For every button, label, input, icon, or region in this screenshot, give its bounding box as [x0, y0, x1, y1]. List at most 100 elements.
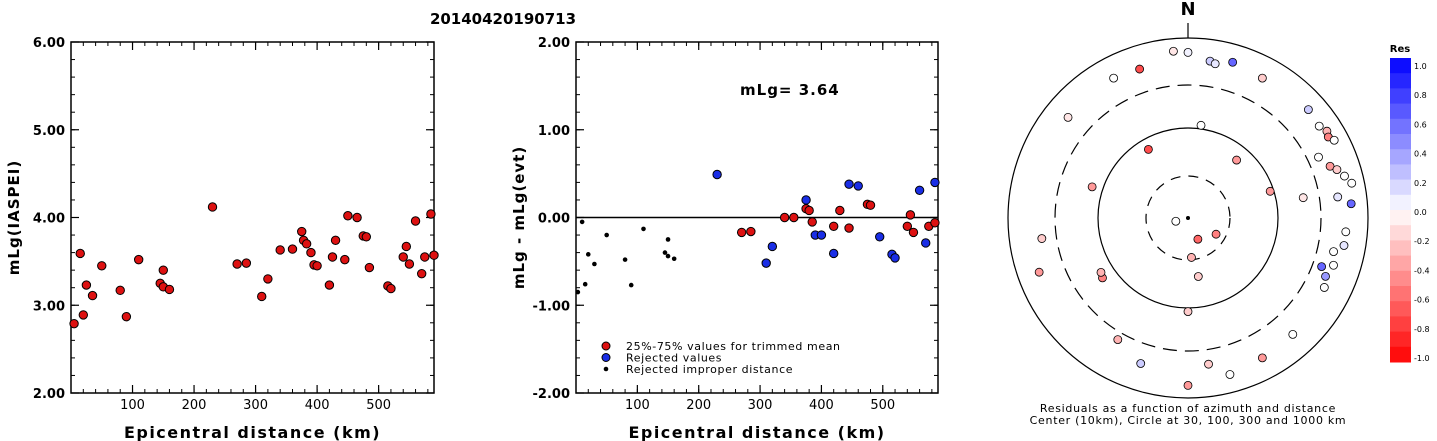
mlg-annotation: mLg= 3.64	[740, 81, 840, 99]
legend-label: 25%-75% values for trimmed mean	[626, 340, 841, 353]
data-point	[69, 318, 79, 329]
residual-point	[1228, 57, 1238, 67]
residual-point	[1063, 112, 1073, 122]
residual-point	[1329, 260, 1338, 270]
residual-point	[1257, 73, 1267, 83]
colorbar-title: Res	[1390, 44, 1410, 55]
colorbar-segment	[1390, 331, 1411, 348]
data-point	[582, 281, 588, 287]
data-point	[902, 221, 913, 231]
data-point	[767, 241, 778, 252]
residual-point	[1034, 267, 1044, 277]
data-point	[352, 212, 362, 223]
data-point	[779, 212, 790, 223]
residual-point	[1187, 253, 1196, 262]
residual-point	[1288, 329, 1298, 339]
x-tick-label: 500	[366, 398, 391, 413]
residual-point	[1329, 247, 1338, 257]
y-tick-label: 2.00	[33, 387, 65, 402]
colorbar-segment	[1390, 194, 1411, 211]
residual-point	[1210, 59, 1220, 69]
data-point	[575, 289, 581, 295]
y-axis-label: mLg - mLg(evt)	[510, 146, 528, 289]
colorbar-segment	[1390, 134, 1411, 150]
colorbar-tick-label: -0.4	[1414, 266, 1430, 275]
residual-point	[1347, 178, 1357, 188]
data-point	[398, 252, 408, 262]
residual-colorbar: Res 1.0 0.8 0.6 0.4 0.2 0.0 -0.2 -0.4 -0.6 -0.8 -1.…	[1390, 44, 1430, 363]
residual-point	[1340, 171, 1349, 181]
data-point	[324, 280, 335, 290]
colorbar-segment	[1390, 301, 1411, 317]
residual-point	[1169, 46, 1178, 56]
data-point	[914, 185, 925, 195]
data-point	[263, 274, 273, 284]
colorbar-segment	[1390, 58, 1411, 74]
x-tick-label: 200	[182, 398, 207, 413]
residual-point	[1333, 192, 1343, 202]
center-point	[1186, 216, 1190, 220]
x-tick-label: 300	[243, 398, 268, 413]
data-point	[865, 200, 876, 210]
data-point	[592, 261, 597, 267]
residual-point	[1113, 335, 1123, 344]
ring-30km	[1145, 175, 1231, 261]
data-point	[301, 239, 312, 249]
x-tick-label: 400	[809, 398, 834, 413]
data-point	[275, 245, 285, 255]
data-point	[364, 262, 375, 273]
residual-point	[1339, 241, 1349, 250]
data-point	[807, 217, 817, 227]
data-point	[890, 253, 900, 263]
data-point	[257, 291, 267, 302]
colorbar-segment	[1390, 270, 1411, 287]
data-point	[410, 216, 421, 226]
y-tick-label: 5.00	[33, 124, 65, 139]
residual-point	[1193, 234, 1203, 244]
y-tick-label: 1.00	[538, 124, 570, 139]
colorbar-tick-label: 0.4	[1414, 150, 1427, 159]
data-point	[816, 230, 827, 240]
data-point	[671, 256, 677, 262]
colorbar-segment	[1390, 255, 1411, 272]
data-point	[327, 252, 338, 262]
data-point	[746, 226, 756, 237]
data-point	[75, 248, 85, 259]
data-point	[853, 181, 863, 191]
residual-point	[1196, 120, 1206, 130]
colorbar-segment	[1390, 210, 1411, 226]
residual-point	[1193, 272, 1203, 281]
colorbar-segment	[1390, 88, 1411, 105]
data-point	[361, 232, 372, 242]
y-tick-label: 2.00	[538, 36, 570, 51]
y-tick-label: -1.00	[533, 299, 570, 314]
data-point	[579, 219, 585, 225]
data-point	[930, 218, 940, 228]
data-point	[97, 261, 107, 271]
data-point	[164, 284, 175, 295]
ring-300km	[1054, 84, 1322, 352]
data-point	[232, 259, 242, 269]
colorbar-tick-label: -0.6	[1414, 296, 1430, 305]
residual-point	[1204, 359, 1213, 369]
plot-frame	[70, 41, 435, 394]
y-tick-label: 4.00	[33, 212, 65, 227]
data-point	[641, 226, 646, 232]
colorbar-segment	[1390, 316, 1411, 333]
colorbar-tick-label: 0.0	[1414, 208, 1427, 217]
residual-point	[1321, 271, 1330, 281]
x-tick-label: 100	[625, 398, 650, 413]
data-point	[789, 212, 799, 223]
x-tick-label: 300	[748, 398, 773, 413]
colorbar-segment	[1390, 118, 1411, 135]
residual-point	[1087, 182, 1097, 192]
residual-point	[1135, 64, 1145, 74]
y-tick-label: 0.00	[538, 212, 570, 227]
data-point	[930, 177, 940, 188]
event-id-title: 20140420190713	[430, 10, 576, 28]
colorbar-segment	[1390, 179, 1411, 196]
x-axis-label: Epicentral distance (km)	[628, 423, 885, 441]
colorbar-tick-label: -0.8	[1414, 325, 1430, 334]
data-point	[115, 285, 125, 296]
residual-point	[1346, 199, 1356, 209]
